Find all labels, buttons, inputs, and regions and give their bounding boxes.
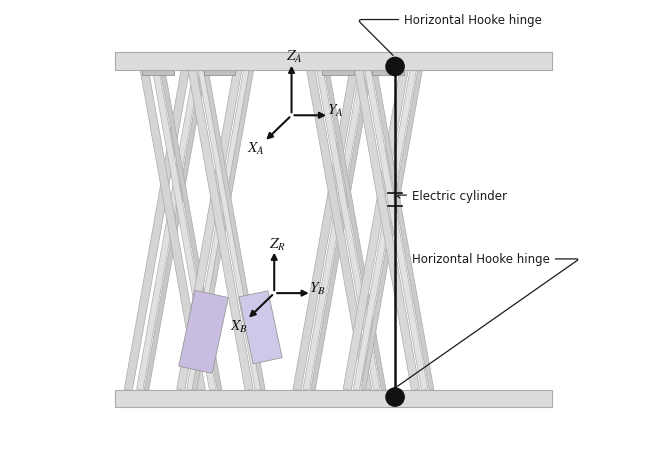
Polygon shape [187,70,250,390]
Polygon shape [192,70,253,390]
Bar [322,65,354,76]
Bar [115,53,552,71]
Circle shape [386,58,404,76]
Polygon shape [361,70,422,390]
Polygon shape [160,70,221,390]
Polygon shape [140,70,205,391]
Text: $Y_{A}$: $Y_{A}$ [327,102,343,119]
Bar [179,291,228,374]
Polygon shape [324,70,386,390]
Text: $X_{B}$: $X_{B}$ [229,318,247,334]
Bar [142,65,174,76]
Bar [372,65,404,76]
Polygon shape [343,70,408,391]
Polygon shape [124,70,189,391]
Polygon shape [177,70,241,391]
Polygon shape [365,70,428,390]
Text: $Z_{A}$: $Z_{A}$ [286,49,303,65]
Text: $Z_{R}$: $Z_{R}$ [269,236,286,253]
Polygon shape [372,70,434,390]
Polygon shape [144,70,206,390]
Polygon shape [353,70,416,390]
Polygon shape [198,70,261,390]
Polygon shape [137,70,200,390]
Text: Electric cylinder: Electric cylinder [397,189,507,202]
Text: Horizontal Hooke hinge: Horizontal Hooke hinge [360,14,542,56]
Polygon shape [203,70,265,390]
Polygon shape [153,70,216,390]
Polygon shape [188,70,253,391]
Polygon shape [317,70,380,390]
Bar [203,65,235,76]
Bar [115,390,552,407]
Text: $Y_{B}$: $Y_{B}$ [309,280,326,296]
Polygon shape [311,70,372,390]
Polygon shape [293,70,358,391]
Text: $X_{A}$: $X_{A}$ [247,141,265,157]
Polygon shape [355,70,420,391]
Text: Horizontal Hooke hinge: Horizontal Hooke hinge [398,253,578,387]
Circle shape [386,388,404,406]
Bar [239,291,282,364]
Polygon shape [307,70,372,391]
Polygon shape [303,70,366,390]
